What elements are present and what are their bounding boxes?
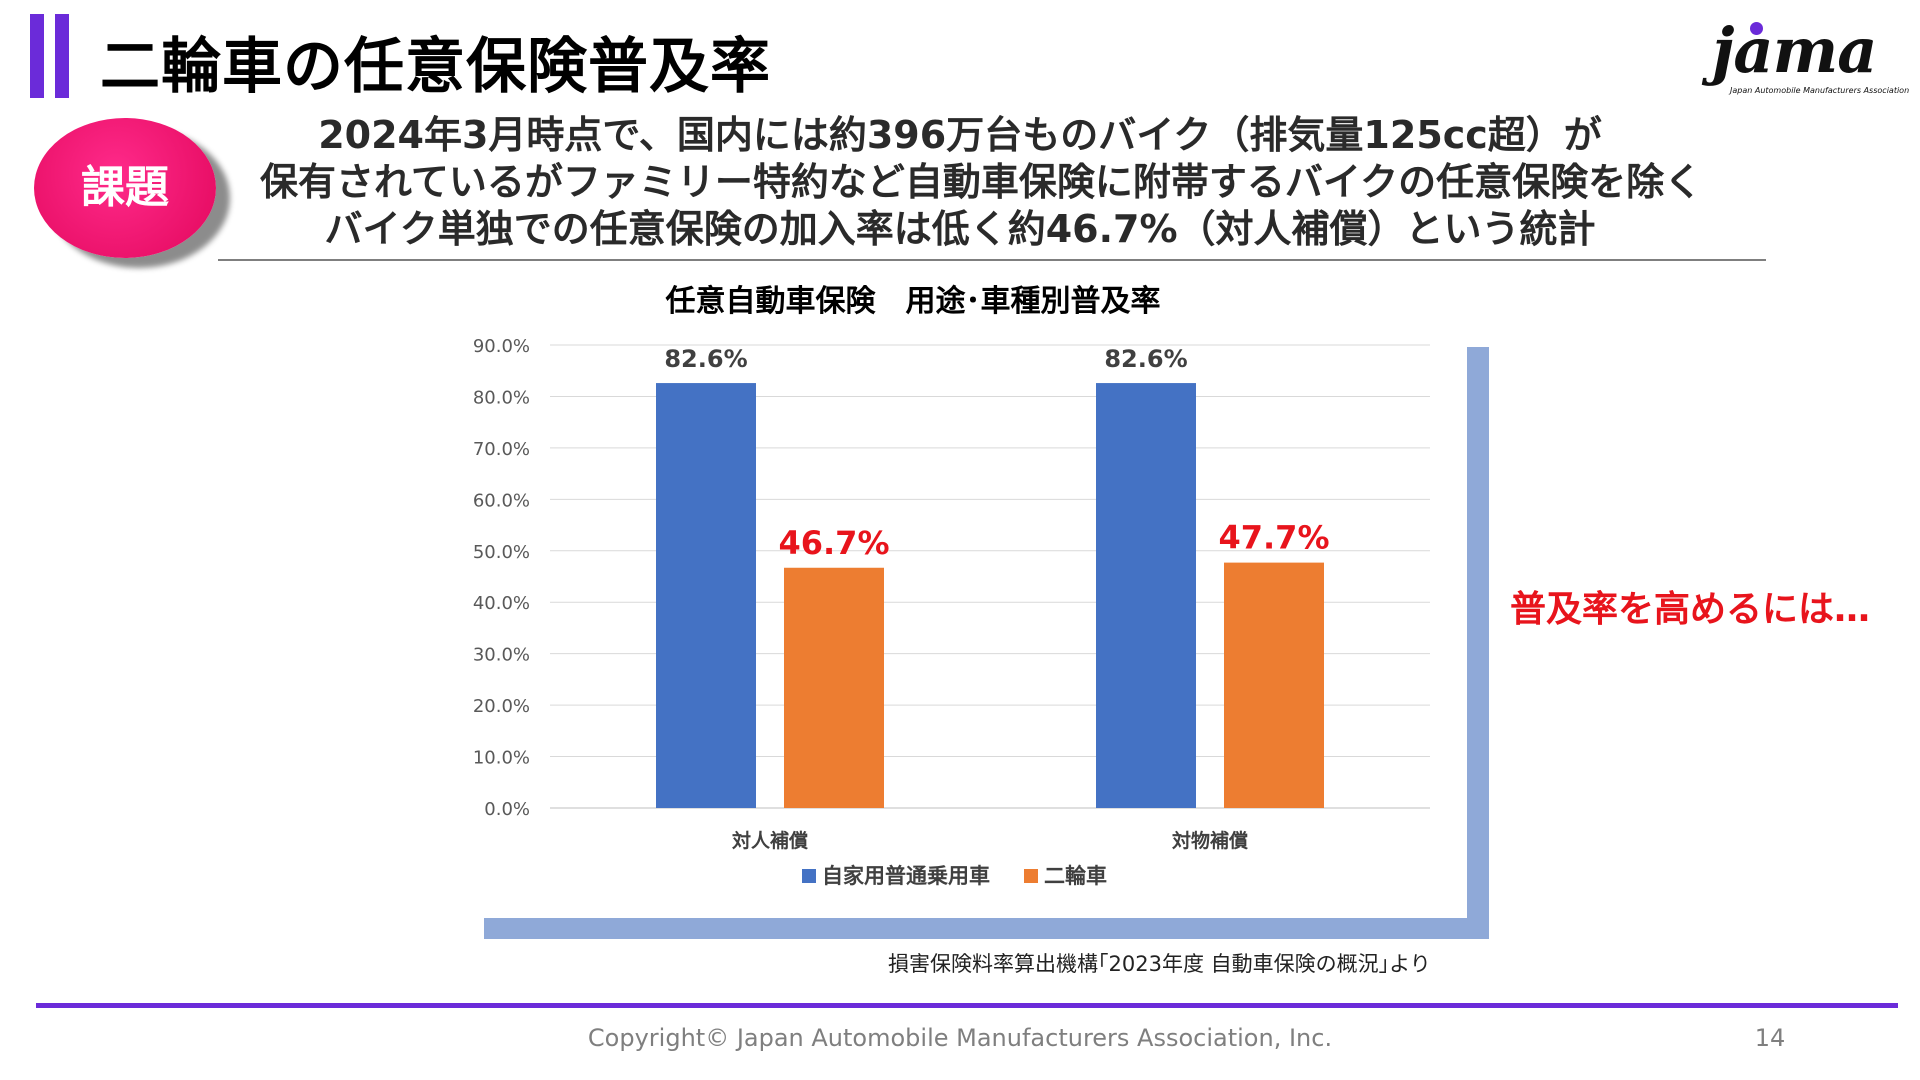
issue-badge-label: 課題 (81, 162, 169, 213)
bar (1224, 562, 1324, 808)
issue-badge: 課題 (34, 118, 216, 258)
headline-line: バイク単独での任意保険の加入率は低く約46.7%（対人補償）という統計 (324, 207, 1596, 251)
y-tick-label: 90.0% (473, 336, 530, 357)
copyright: Copyright© Japan Automobile Manufacturer… (587, 1024, 1333, 1052)
bar (784, 567, 884, 808)
bar-chart: 0.0% 10.0% 20.0% 30.0% 40.0% 50.0% 60.0% 70.0% 8… (473, 336, 1430, 888)
jama-logo: jama Japan Automobile Manufacturers Asso… (1712, 14, 1909, 98)
x-category-label: 対人補償 (731, 829, 808, 852)
source-note: 損害保険料率算出機構｢2023年度 自動車保険の概況｣より (888, 952, 1431, 976)
title-accent-bars (30, 14, 78, 98)
y-tick-label: 0.0% (484, 799, 530, 820)
data-label: 82.6% (664, 345, 747, 373)
headline-line: 保有されているがファミリー特約など自動車保険に附帯するバイクの任意保険を除く (260, 160, 1703, 204)
headline-line: 2024年3月時点で、国内には約396万台ものバイク（排気量125cc超）が (318, 113, 1602, 157)
logo-subtitle: Japan Automobile Manufacturers Associati… (1730, 86, 1910, 95)
accent-bar (30, 14, 44, 98)
chart-frame-shadow (1467, 347, 1489, 939)
callout-text: 普及率を高めるには… (1510, 589, 1871, 630)
data-label: 46.7% (778, 524, 889, 562)
legend-label: 自家用普通乗用車 (822, 864, 990, 888)
y-tick-label: 20.0% (473, 696, 530, 717)
bar (656, 383, 756, 808)
chart-title: 任意自動車保険 用途･車種別普及率 (665, 284, 1161, 319)
y-tick-label: 30.0% (473, 645, 530, 666)
y-tick-label: 80.0% (473, 387, 530, 408)
footer-divider (36, 1003, 1898, 1008)
legend-label: 二輪車 (1044, 864, 1107, 888)
y-tick-label: 10.0% (473, 748, 530, 769)
legend-swatch (1024, 869, 1038, 883)
x-category-label: 対物補償 (1171, 829, 1248, 852)
page-number: 14 (1754, 1024, 1786, 1052)
y-tick-label: 70.0% (473, 439, 530, 460)
chart-frame-shadow (484, 918, 1489, 939)
y-tick-label: 60.0% (473, 490, 530, 511)
data-label: 47.7% (1218, 519, 1329, 557)
data-label: 82.6% (1104, 345, 1187, 373)
bar (1096, 383, 1196, 808)
y-tick-label: 50.0% (473, 542, 530, 563)
headline-divider (218, 259, 1766, 261)
logo-dot-icon (1750, 22, 1763, 35)
logo-wordmark: jama (1712, 14, 1877, 87)
accent-bar (55, 14, 69, 98)
legend-swatch (802, 869, 816, 883)
headline: 2024年3月時点で、国内には約396万台ものバイク（排気量125cc超）が 保… (260, 112, 1703, 253)
page-title: 二輪車の任意保険普及率 (100, 32, 771, 102)
y-tick-label: 40.0% (473, 593, 530, 614)
